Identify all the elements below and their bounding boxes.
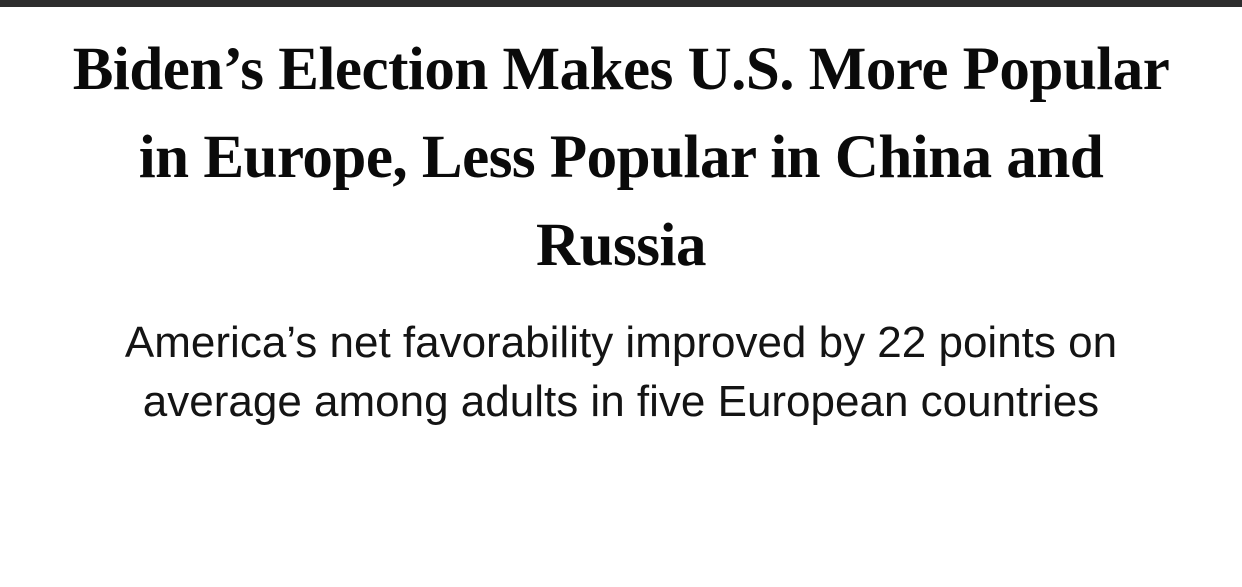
article-subheadline: America’s net favorability improved by 2…	[100, 313, 1142, 431]
article-headline: Biden’s Election Makes U.S. More Popular…	[70, 26, 1172, 290]
top-bar	[0, 0, 1242, 7]
